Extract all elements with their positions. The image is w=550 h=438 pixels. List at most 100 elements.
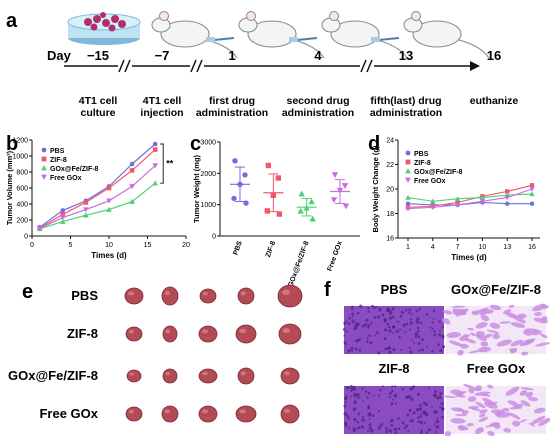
cell-nucleus — [394, 402, 397, 405]
cell-nucleus — [436, 417, 439, 419]
cell-nucleus — [357, 393, 361, 396]
tumor-highlight — [165, 371, 171, 376]
cell-nucleus — [408, 311, 411, 314]
histology-label: GOx@Fe/ZIF-8 — [451, 282, 541, 297]
cell-nucleus — [370, 321, 373, 325]
cell-nucleus — [386, 322, 390, 326]
cell-nucleus — [441, 326, 444, 329]
tissue-fiber — [492, 333, 500, 340]
tumor-highlight — [164, 290, 170, 296]
series-line — [39, 143, 156, 228]
cell-nucleus — [356, 322, 360, 326]
cell-nucleus — [398, 328, 402, 331]
data-point — [83, 200, 89, 205]
tissue-fiber — [455, 394, 466, 398]
cell-nucleus — [383, 337, 387, 341]
cell-nucleus — [418, 403, 422, 407]
chart-tumor-weight: 0 1000 2000 3000 Tumor Weight (mg) PBS ZIF-8 GO… — [192, 140, 360, 288]
mouse-icon — [289, 11, 408, 59]
data-point — [405, 206, 411, 212]
cell-nucleus — [419, 415, 423, 418]
y-tick-label: 22 — [386, 162, 394, 169]
cell-nucleus — [395, 431, 398, 434]
series-line — [407, 184, 533, 208]
y-tick-label: 2000 — [200, 171, 216, 178]
mouse-body — [160, 20, 210, 48]
data-point — [41, 147, 47, 153]
cell-nucleus — [409, 328, 412, 331]
cell-nucleus — [389, 392, 392, 395]
cell-nucleus — [393, 385, 397, 388]
cell-nucleus — [377, 409, 381, 413]
cell-nucleus — [410, 418, 414, 423]
cell-nucleus — [415, 309, 419, 313]
cell-nucleus — [376, 315, 381, 319]
cell-nucleus — [359, 304, 363, 308]
syringe-barrel — [371, 37, 380, 42]
tissue-fiber — [441, 395, 457, 398]
cell-nucleus — [431, 327, 434, 330]
cell-nucleus — [439, 348, 443, 353]
cell-nucleus — [436, 396, 440, 400]
x-tick-label: 1 — [406, 244, 410, 251]
cell-nucleus — [356, 420, 360, 424]
cell-nucleus — [397, 427, 401, 431]
cell-nucleus — [343, 334, 346, 337]
cell-nucleus — [396, 417, 400, 420]
data-point — [479, 199, 486, 204]
tissue-fiber — [540, 333, 548, 339]
tissue-fiber — [519, 390, 528, 397]
tissue-fiber — [488, 401, 498, 406]
data-point — [455, 200, 460, 205]
cell-nucleus — [395, 320, 398, 323]
cell-nucleus — [361, 387, 364, 390]
data-point — [454, 202, 461, 208]
timeline-event-label: administration — [370, 107, 442, 119]
cell-nucleus — [398, 336, 401, 339]
tumor-photo — [126, 369, 142, 383]
mouse-head — [238, 17, 258, 33]
tissue-fiber — [490, 409, 505, 414]
cell-nucleus — [367, 404, 370, 408]
cell-nucleus — [425, 313, 429, 316]
legend-label: Free GOx — [50, 175, 82, 182]
cell-nucleus — [367, 430, 370, 433]
data-point — [479, 194, 486, 200]
cell-nucleus — [417, 420, 420, 423]
x-tick-label: 4 — [431, 244, 435, 251]
tissue-fiber — [519, 339, 533, 347]
tissue-fiber — [479, 413, 486, 418]
cell-nucleus — [431, 321, 434, 324]
significance-label: ** — [166, 159, 174, 169]
cell-nucleus — [393, 427, 398, 432]
tumor-photo — [237, 367, 255, 385]
cell-nucleus — [346, 415, 349, 418]
y-tick-label: 24 — [386, 138, 394, 145]
data-point — [303, 204, 310, 211]
mouse-ear — [246, 11, 256, 21]
tumor-photo — [161, 405, 179, 423]
cell-nucleus — [370, 429, 374, 433]
tumor-row-label: PBS — [71, 288, 98, 303]
data-point — [41, 165, 47, 171]
mouse-body — [412, 20, 462, 48]
x-axis-label: Times (d) — [91, 251, 127, 260]
cell-nucleus — [362, 400, 364, 403]
data-point — [106, 185, 112, 191]
cell-nucleus — [343, 404, 347, 408]
tissue-fiber — [463, 384, 475, 389]
x-tick-label: 20 — [182, 242, 190, 249]
tissue-fiber — [484, 333, 493, 339]
cell-nucleus — [368, 426, 372, 430]
tissue-fiber — [478, 409, 488, 414]
timeline-day-label: Day — [47, 48, 72, 63]
cell-nucleus — [409, 387, 414, 391]
tissue-fiber — [446, 331, 462, 338]
data-point — [505, 201, 510, 206]
legend-label: PBS — [414, 151, 429, 158]
cell-nucleus — [381, 313, 385, 317]
tissue-fiber — [503, 428, 511, 433]
tissue-fiber — [450, 389, 464, 396]
cell-nucleus — [350, 384, 353, 388]
x-axis-label: Times (d) — [451, 253, 487, 262]
